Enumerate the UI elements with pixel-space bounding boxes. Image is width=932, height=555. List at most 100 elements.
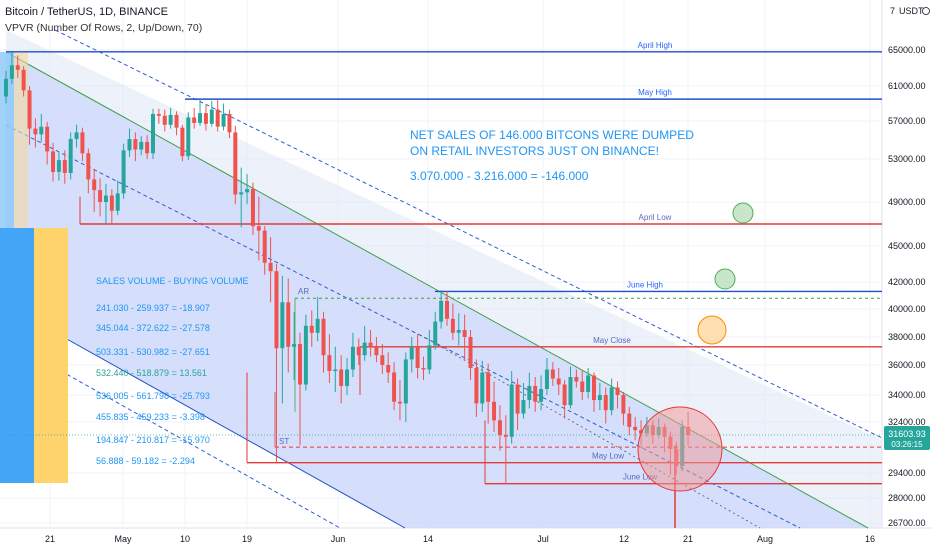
candle [350, 332, 355, 377]
upper-channel-band [6, 30, 882, 528]
candle [603, 387, 608, 424]
candle [333, 346, 338, 392]
candle-body [574, 377, 579, 382]
candle [339, 355, 344, 404]
candle-body [168, 114, 173, 125]
candle [474, 359, 479, 417]
candle [133, 132, 138, 162]
candle-body [362, 342, 367, 356]
candle-body [133, 139, 138, 150]
candle [180, 124, 185, 162]
current-price-badge [884, 426, 930, 450]
candle [562, 380, 567, 419]
y-tick-label: 32400.00 [888, 417, 926, 427]
candle-body [374, 346, 379, 356]
candle [256, 196, 261, 261]
candle [550, 362, 555, 386]
vpvr-upper-sell [14, 52, 28, 230]
candle [574, 369, 579, 388]
candle-body [192, 117, 197, 123]
candle [486, 363, 491, 424]
candle-body [292, 344, 297, 347]
candle [503, 415, 508, 484]
candle [592, 372, 596, 412]
candle [21, 66, 26, 97]
channel-upper-line [5, 51, 869, 529]
candle-body [321, 318, 326, 356]
x-tick-label: Jul [537, 534, 549, 544]
candle [497, 405, 502, 451]
y-tick-label: 29400.00 [888, 468, 926, 478]
candle [4, 70, 8, 104]
candle-body [21, 69, 26, 91]
candle-body [603, 395, 608, 411]
candle [409, 337, 414, 373]
candle [403, 352, 408, 422]
symbol-title[interactable]: Bitcoin / TetherUS, 1D, BINANCE [5, 6, 169, 18]
candle [192, 107, 197, 129]
y-tick-label: 38000.00 [888, 332, 926, 342]
candle [427, 330, 432, 374]
vpvr-upper-buy [0, 52, 14, 230]
candle-body [103, 195, 108, 202]
x-tick-label: 16 [865, 534, 875, 544]
candle [609, 378, 614, 416]
price-axis-panel [882, 0, 932, 550]
candle [627, 406, 632, 436]
candle [321, 311, 326, 373]
candle-body [233, 132, 238, 195]
candle [27, 86, 32, 145]
candle-body [203, 113, 208, 124]
sales-row: 241.030 - 259.937 = -18.907 [96, 303, 210, 313]
candle-body [80, 132, 85, 154]
candle-body [550, 369, 555, 379]
y-tick-label: 65000.00 [888, 45, 926, 55]
candle-body [180, 127, 185, 157]
candle-body [27, 90, 32, 129]
candle [544, 358, 549, 395]
candle-body [145, 141, 150, 154]
x-tick-label: Jun [331, 534, 346, 544]
candle [509, 371, 514, 444]
candle [492, 381, 497, 432]
candle-body [139, 141, 144, 150]
vpvr-lower-buy [0, 228, 34, 483]
equation-text: 3.070.000 - 3.216.000 = -146.000 [410, 169, 589, 183]
candle-body [262, 230, 267, 263]
y-tick-label: 53000.00 [888, 154, 926, 164]
candle-body [56, 160, 61, 172]
candle-body [298, 344, 302, 385]
candle-body [445, 300, 449, 319]
candle [445, 291, 449, 326]
candle [250, 182, 255, 235]
vpvr-lower-sell [34, 228, 68, 483]
x-tick-label: 19 [242, 534, 252, 544]
candle [221, 103, 226, 131]
candle-body [162, 115, 167, 125]
headline-line-2: ON RETAIL INVESTORS JUST ON BINANCE! [410, 144, 659, 158]
candle-body [492, 401, 497, 421]
candle-body [274, 271, 279, 349]
candle-body [580, 381, 585, 392]
candle-body [544, 369, 549, 389]
candle [303, 314, 308, 391]
candle-body [509, 384, 514, 437]
candle-body [286, 302, 291, 347]
candle-body [174, 114, 179, 128]
sales-row: 345.044 - 372.622 = -27.578 [96, 323, 210, 333]
candle [262, 226, 267, 275]
candle [597, 383, 602, 411]
indicator-label[interactable]: VPVR (Number Of Rows, 2, Up/Down, 70) [5, 22, 203, 34]
candle [274, 264, 279, 463]
candle [280, 276, 285, 404]
sales-row: 503.331 - 530.982 = -27.651 [96, 347, 210, 357]
candle [127, 128, 132, 158]
candle [162, 109, 167, 132]
candle [109, 189, 114, 224]
candle-body [480, 372, 485, 404]
candle-body [415, 346, 420, 368]
candle-body [450, 318, 455, 333]
candle-body [427, 345, 432, 370]
